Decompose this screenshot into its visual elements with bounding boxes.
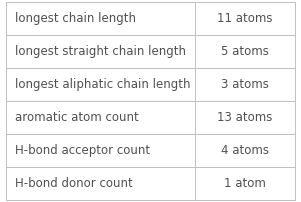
Text: 3 atoms: 3 atoms [221,78,269,91]
Text: longest aliphatic chain length: longest aliphatic chain length [15,78,191,91]
Text: 1 atom: 1 atom [224,177,266,190]
Text: 5 atoms: 5 atoms [221,45,269,58]
Text: aromatic atom count: aromatic atom count [15,111,139,124]
Text: H-bond donor count: H-bond donor count [15,177,133,190]
Text: 11 atoms: 11 atoms [217,12,273,25]
Text: longest chain length: longest chain length [15,12,136,25]
Text: longest straight chain length: longest straight chain length [15,45,186,58]
Text: H-bond acceptor count: H-bond acceptor count [15,144,150,157]
Text: 4 atoms: 4 atoms [221,144,269,157]
Text: 13 atoms: 13 atoms [217,111,273,124]
